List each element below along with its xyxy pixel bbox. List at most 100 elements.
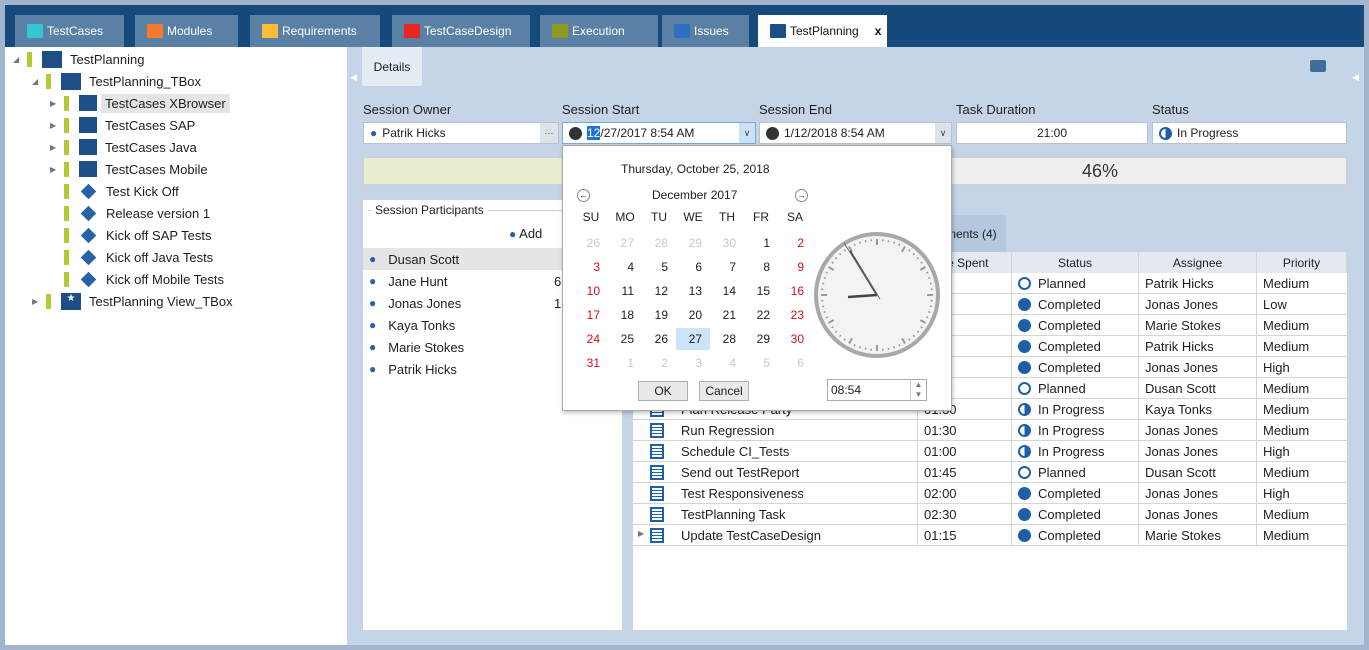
calendar-day[interactable]: 2	[661, 356, 668, 370]
expand-arrow-icon[interactable]: ▶	[50, 164, 57, 174]
calendar-day[interactable]: 12	[654, 284, 668, 298]
tree-item[interactable]: ◢ TestPlanning_TBox	[32, 70, 205, 92]
start-dropdown-button[interactable]: ∨	[739, 123, 755, 143]
cancel-button[interactable]: Cancel	[699, 381, 749, 401]
calendar-day[interactable]: 29	[756, 332, 770, 346]
participant-item[interactable]: ● Patrik Hicks	[363, 358, 622, 380]
calendar-day[interactable]: 30	[722, 236, 736, 250]
tab-requirements[interactable]: Requirements	[250, 15, 380, 47]
calendar-day[interactable]: 23	[790, 308, 804, 322]
collapse-arrow-icon[interactable]: ◢	[13, 54, 20, 64]
calendar-day[interactable]: 4	[729, 356, 736, 370]
expand-row-icon[interactable]: ▶	[638, 529, 645, 538]
calendar-day[interactable]: 6	[695, 260, 702, 274]
calendar-day[interactable]: 15	[756, 284, 770, 298]
time-input[interactable]: 08:54 ▲ ▼	[827, 379, 927, 401]
add-participant-button[interactable]: ● Add	[509, 226, 542, 241]
calendar-day[interactable]: 19	[654, 308, 668, 322]
owner-browse-button[interactable]: ···	[540, 123, 558, 143]
calendar-day[interactable]: 5	[763, 356, 770, 370]
calendar-day[interactable]: 14	[722, 284, 736, 298]
expand-arrow-icon[interactable]: ▶	[32, 296, 39, 306]
calendar-day[interactable]: 3	[593, 260, 600, 274]
calendar-day[interactable]: 25	[620, 332, 634, 346]
task-duration-field[interactable]: 21:00	[956, 122, 1148, 144]
calendar-day[interactable]: 3	[695, 356, 702, 370]
participant-item[interactable]: ● Dusan Scott	[363, 248, 622, 270]
tab-testcasedesign[interactable]: TestCaseDesign	[392, 15, 530, 47]
calendar-day[interactable]: 8	[763, 260, 770, 274]
tree-item[interactable]: Release version 1	[50, 202, 214, 224]
table-row[interactable]: 5 Planned Patrik Hicks Medium	[633, 273, 1347, 294]
time-spinner[interactable]: ▲ ▼	[910, 380, 926, 400]
tree-item[interactable]: Test Kick Off	[50, 180, 183, 202]
tab-issues[interactable]: Issues	[662, 15, 749, 47]
collapse-right-icon[interactable]: ◀	[1352, 72, 1359, 82]
tab-testplanning[interactable]: TestPlanning x	[758, 15, 887, 47]
end-dropdown-button[interactable]: ∨	[935, 123, 951, 143]
session-end-field[interactable]: 1/12/2018 8:54 AM ∨	[759, 122, 952, 144]
calendar-day[interactable]: 22	[756, 308, 770, 322]
tree-item[interactable]: Kick off Mobile Tests	[50, 268, 228, 290]
calendar-day[interactable]: 1	[627, 356, 634, 370]
ok-button[interactable]: OK	[638, 381, 688, 401]
tree-item[interactable]: Kick off SAP Tests	[50, 224, 216, 246]
calendar-day[interactable]: 9	[797, 260, 804, 274]
calendar-day[interactable]: 17	[586, 308, 600, 322]
column-header[interactable]: Priority	[1257, 252, 1347, 273]
table-row[interactable]: Send out TestReport 01:45 Planned Dusan …	[633, 462, 1347, 483]
calendar-day[interactable]: 31	[586, 356, 600, 370]
calendar-day[interactable]: 10	[586, 284, 600, 298]
tree-item[interactable]: ▶ TestCases Mobile	[50, 158, 212, 180]
tab-testcases[interactable]: TestCases	[15, 15, 124, 47]
calendar-day[interactable]: 29	[688, 236, 702, 250]
collapse-left-icon[interactable]: ◀	[350, 72, 357, 82]
table-row[interactable]: 0 Completed Patrik Hicks Medium	[633, 336, 1347, 357]
calendar-day[interactable]: 16	[790, 284, 804, 298]
expand-arrow-icon[interactable]: ▶	[50, 120, 57, 130]
tab-modules[interactable]: Modules	[135, 15, 238, 47]
column-header[interactable]: Status	[1012, 252, 1139, 273]
collapse-arrow-icon[interactable]: ◢	[32, 76, 39, 86]
table-row[interactable]: Update TestCaseDesign 01:15 Completed Ma…	[633, 525, 1347, 546]
tree-item[interactable]: ▶ TestCases SAP	[50, 114, 199, 136]
tree-item[interactable]: ▶ TestCases Java	[50, 136, 201, 158]
tree-item[interactable]: ◢ TestPlanning	[13, 48, 148, 70]
participant-item[interactable]: ● Jane Hunt 6	[363, 270, 622, 292]
participant-item[interactable]: ● Kaya Tonks	[363, 314, 622, 336]
expand-arrow-icon[interactable]: ▶	[50, 142, 57, 152]
tab-execution[interactable]: Execution	[540, 15, 658, 47]
calendar-day[interactable]: 6	[797, 356, 804, 370]
table-row[interactable]: 0 Completed Marie Stokes Medium	[633, 315, 1347, 336]
calendar-day[interactable]: 26	[654, 332, 668, 346]
today-label[interactable]: Thursday, October 25, 2018	[621, 162, 770, 176]
tree-item[interactable]: ▶ TestCases XBrowser	[50, 92, 230, 114]
prev-month-button[interactable]: ←	[577, 189, 590, 202]
calendar-day[interactable]: 5	[661, 260, 668, 274]
tree-item[interactable]: ▶ ★ TestPlanning View_TBox	[32, 290, 237, 312]
calendar-day[interactable]: 24	[586, 332, 600, 346]
calendar-day[interactable]: 28	[654, 236, 668, 250]
table-row[interactable]: Schedule CI_Tests 01:00 In Progress Jona…	[633, 441, 1347, 462]
expand-arrow-icon[interactable]: ▶	[50, 98, 57, 108]
calendar-day[interactable]: 2	[797, 236, 804, 250]
month-label[interactable]: December 2017	[652, 188, 738, 202]
next-month-button[interactable]: →	[795, 189, 808, 202]
calendar-day[interactable]: 11	[621, 284, 634, 298]
tree-item[interactable]: Kick off Java Tests	[50, 246, 217, 268]
calendar-day[interactable]: 21	[722, 308, 736, 322]
close-tab-icon[interactable]: x	[874, 24, 882, 38]
calendar-day[interactable]: 30	[790, 332, 804, 346]
table-row[interactable]: TestPlanning Task 02:30 Completed Jonas …	[633, 504, 1347, 525]
calendar-day[interactable]: 28	[722, 332, 736, 346]
calendar-day[interactable]: 26	[586, 236, 600, 250]
participant-item[interactable]: ● Jonas Jones 1	[363, 292, 622, 314]
tab-details[interactable]: Details	[362, 47, 422, 86]
column-header[interactable]: Assignee	[1139, 252, 1257, 273]
calendar-day[interactable]: 13	[688, 284, 702, 298]
calendar-day[interactable]: 7	[729, 260, 736, 274]
table-row[interactable]: Run Regression 01:30 In Progress Jonas J…	[633, 420, 1347, 441]
session-owner-field[interactable]: ● Patrik Hicks ···	[363, 122, 559, 144]
session-start-field[interactable]: 12/27/2017 8:54 AM ∨	[562, 122, 756, 144]
status-field[interactable]: In Progress	[1152, 122, 1347, 144]
